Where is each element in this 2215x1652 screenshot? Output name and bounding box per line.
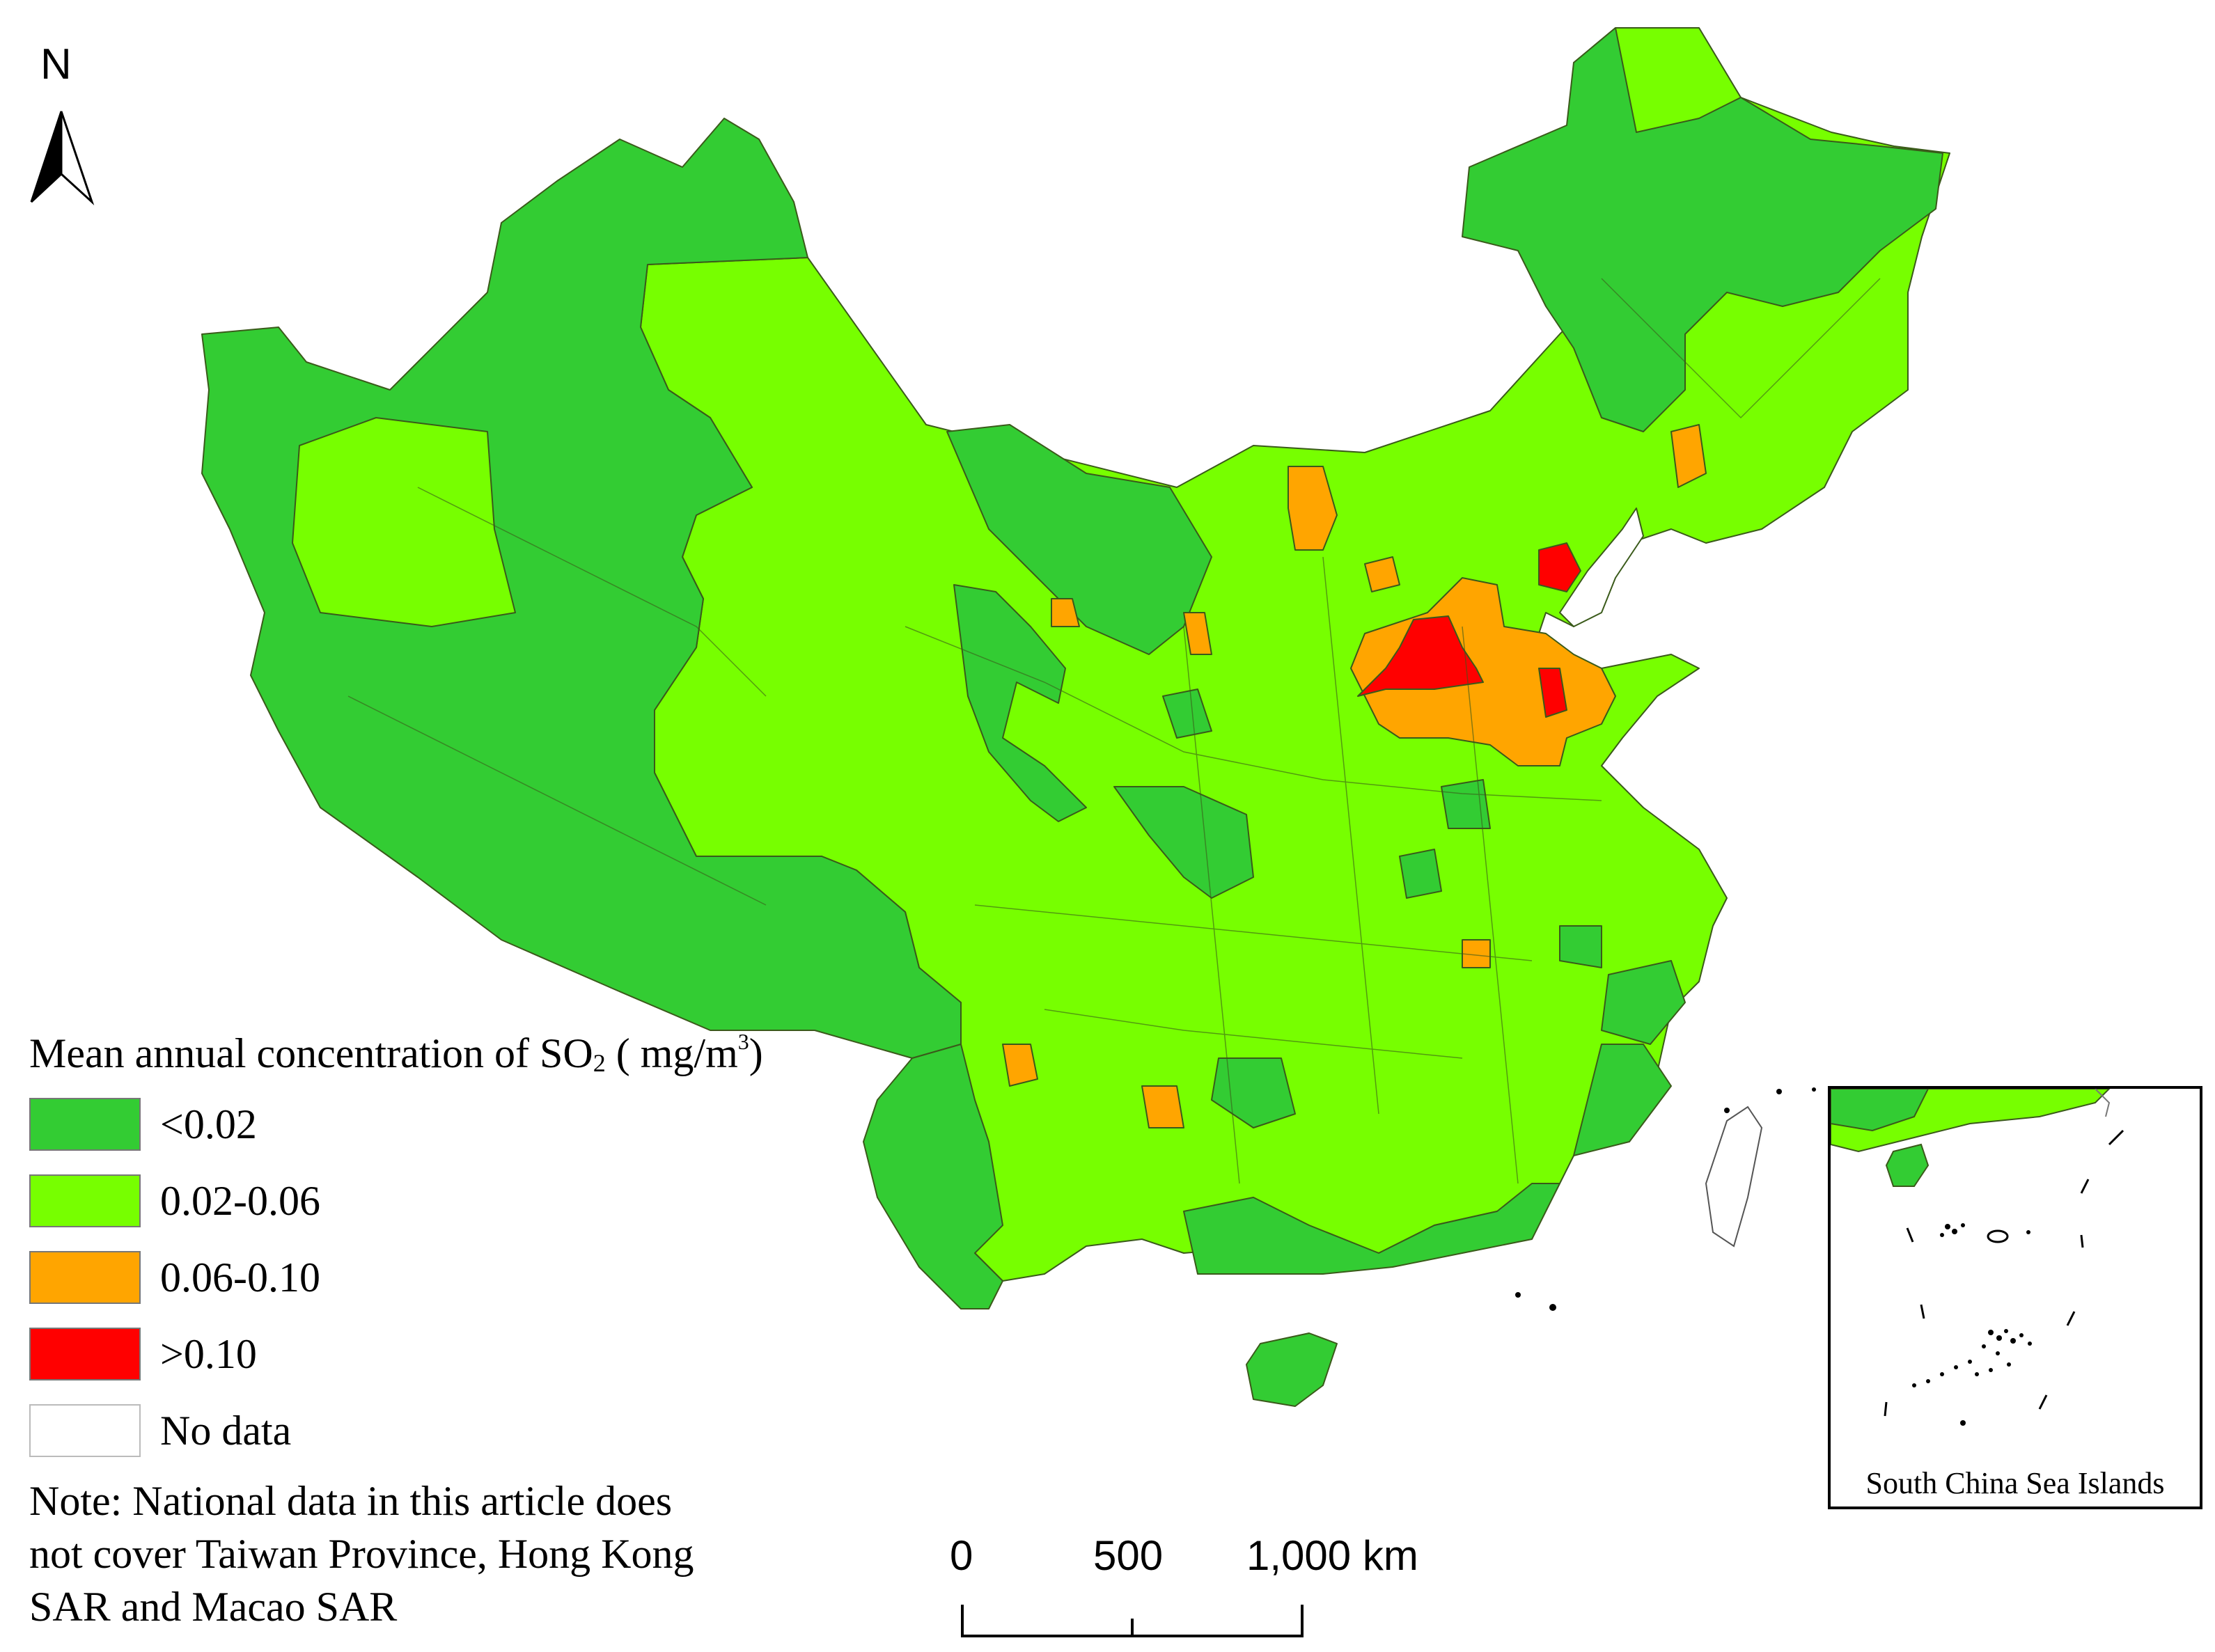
region-orange-liaoning — [1670, 424, 1707, 488]
legend-label: >0.10 — [160, 1331, 257, 1377]
legend-swatch — [29, 1404, 141, 1457]
region-dark-green-sichuan — [1113, 786, 1254, 899]
region-orange-shanxi — [1364, 556, 1400, 592]
legend-item-lt-002: <0.02 — [29, 1096, 865, 1152]
legend: Mean annual concentration of SO2 ( mg/m3… — [29, 1030, 865, 1479]
region-dark-green-henan — [1441, 779, 1491, 829]
region-red-hebei — [1357, 615, 1484, 697]
region-orange-gansu — [1051, 598, 1080, 627]
note-line: Note: National data in this article does — [29, 1478, 673, 1524]
region-red-shandong — [1538, 668, 1567, 718]
legend-title-subscript: 2 — [593, 1049, 606, 1077]
north-arrow-shape — [30, 111, 95, 206]
region-orange-guizhou — [1141, 1085, 1184, 1128]
region-light-green-inner-west — [292, 417, 516, 627]
legend-swatch — [29, 1251, 141, 1304]
legend-item-006-010: 0.06-0.10 — [29, 1250, 865, 1305]
region-orange-yunnan — [1002, 1044, 1038, 1087]
legend-label: No data — [160, 1408, 292, 1454]
region-dark-green-south — [1183, 1183, 1560, 1275]
legend-title-text: Mean annual concentration of SO — [29, 1030, 593, 1076]
scale-bar-line — [961, 1605, 1304, 1637]
note-line: SAR and Macao SAR — [29, 1584, 398, 1630]
bohai-sea — [1559, 508, 1644, 627]
legend-swatch — [29, 1098, 141, 1151]
scale-tick-label: 500 — [1093, 1532, 1164, 1579]
scale-tick-label: 0 — [950, 1532, 973, 1579]
region-dark-green-fujian — [1573, 1044, 1672, 1156]
south-china-sea-inset: South China Sea Islands — [1828, 1086, 2202, 1509]
small-islands — [1515, 1087, 1816, 1311]
legend-item-no-data: No data — [29, 1403, 865, 1458]
scale-tick-label: 1,000 km — [1246, 1532, 1418, 1579]
legend-swatch — [29, 1174, 141, 1227]
region-orange-inner-mongolia — [1287, 466, 1338, 551]
legend-label: <0.02 — [160, 1101, 257, 1147]
region-dark-green-shaanxi — [1162, 689, 1212, 739]
region-dark-green-yunnan — [863, 1044, 1003, 1309]
legend-item-002-006: 0.02-0.06 — [29, 1173, 865, 1229]
north-arrow-label: N — [40, 40, 72, 88]
region-dark-green-northeast — [1462, 27, 1943, 432]
map-regions — [201, 27, 1950, 1407]
region-orange-hunan — [1462, 939, 1491, 968]
legend-title: Mean annual concentration of SO2 ( mg/m3… — [29, 1030, 865, 1076]
region-dark-green-gansu — [953, 584, 1087, 822]
inset-label: South China Sea Islands — [1865, 1466, 2165, 1500]
legend-title-superscript: 3 — [737, 1029, 749, 1054]
region-dark-green-west — [201, 118, 962, 1059]
region-orange-ningxia — [1183, 612, 1212, 655]
region-dark-green-anhui — [1559, 925, 1602, 968]
region-dark-green-hubei — [1399, 849, 1442, 899]
taiwan-outline — [1705, 1106, 1763, 1248]
note: Note: National data in this article does… — [29, 1474, 809, 1633]
region-red-tianjin — [1538, 542, 1581, 592]
region-dark-green-jiangxi — [1601, 960, 1686, 1045]
legend-title-unit: ( mg/m — [605, 1030, 738, 1076]
legend-title-close: ) — [749, 1030, 763, 1076]
note-line: not cover Taiwan Province, Hong Kong — [29, 1531, 694, 1577]
internal-boundaries — [347, 278, 1881, 1184]
region-hainan — [1246, 1332, 1338, 1407]
inset-map — [1831, 1089, 2124, 1426]
legend-label: 0.02-0.06 — [160, 1178, 320, 1224]
legend-label: 0.06-0.10 — [160, 1254, 320, 1300]
legend-swatch — [29, 1328, 141, 1380]
legend-item-gt-010: >0.10 — [29, 1326, 865, 1382]
scale-bar: 0 500 1,000 km — [926, 1535, 1483, 1639]
